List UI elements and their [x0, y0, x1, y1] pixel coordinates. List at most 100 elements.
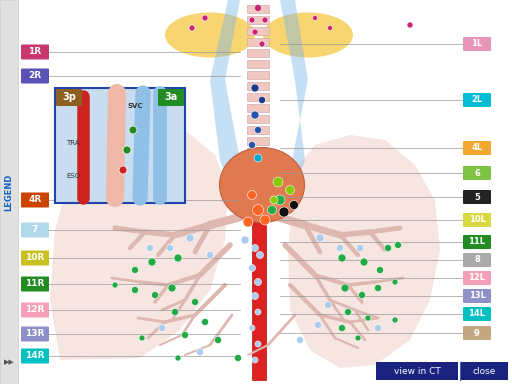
Bar — [247, 170, 269, 178]
Text: 14L: 14L — [468, 310, 485, 318]
Circle shape — [267, 205, 276, 215]
Circle shape — [395, 242, 401, 248]
Text: 6: 6 — [474, 169, 480, 177]
Circle shape — [341, 284, 349, 292]
Bar — [247, 115, 269, 123]
Text: 2L: 2L — [472, 96, 483, 104]
FancyBboxPatch shape — [463, 93, 491, 107]
Circle shape — [166, 245, 174, 252]
Text: 9: 9 — [474, 328, 480, 338]
Circle shape — [123, 146, 131, 154]
Text: ▶▶: ▶▶ — [4, 359, 14, 365]
Text: 7: 7 — [32, 225, 38, 235]
Circle shape — [132, 286, 139, 293]
Circle shape — [172, 308, 179, 316]
Circle shape — [181, 331, 188, 339]
Bar — [247, 93, 269, 101]
Circle shape — [234, 354, 242, 361]
Circle shape — [286, 185, 294, 195]
Circle shape — [247, 190, 257, 200]
Bar — [247, 5, 269, 13]
Circle shape — [289, 200, 298, 210]
Circle shape — [132, 266, 139, 273]
Circle shape — [336, 245, 344, 252]
Circle shape — [152, 291, 159, 298]
Circle shape — [241, 236, 249, 244]
Text: view in CT: view in CT — [394, 366, 440, 376]
Circle shape — [325, 301, 331, 308]
Text: 10R: 10R — [26, 253, 45, 263]
Polygon shape — [210, 0, 248, 200]
Circle shape — [255, 341, 261, 347]
Text: 14R: 14R — [25, 351, 45, 361]
Circle shape — [249, 325, 255, 331]
Circle shape — [251, 84, 259, 92]
FancyBboxPatch shape — [158, 89, 184, 106]
Circle shape — [243, 217, 253, 227]
Bar — [460, 362, 508, 380]
FancyBboxPatch shape — [21, 349, 49, 364]
Circle shape — [257, 252, 264, 258]
Circle shape — [273, 177, 283, 187]
FancyBboxPatch shape — [463, 235, 491, 249]
Circle shape — [385, 245, 392, 252]
Text: LEGEND: LEGEND — [5, 173, 13, 211]
FancyBboxPatch shape — [463, 213, 491, 227]
FancyBboxPatch shape — [463, 141, 491, 155]
Bar — [247, 192, 269, 200]
Circle shape — [392, 317, 398, 323]
Bar — [247, 82, 269, 90]
FancyBboxPatch shape — [463, 307, 491, 321]
Text: 11R: 11R — [25, 280, 45, 288]
Circle shape — [328, 25, 332, 30]
Text: ESO: ESO — [66, 173, 80, 179]
Circle shape — [338, 254, 346, 262]
Text: 1L: 1L — [472, 40, 483, 48]
Circle shape — [376, 266, 383, 273]
Bar — [247, 104, 269, 112]
Polygon shape — [50, 125, 228, 360]
Circle shape — [215, 336, 222, 344]
Circle shape — [189, 25, 195, 31]
FancyBboxPatch shape — [56, 89, 82, 106]
Circle shape — [407, 22, 413, 28]
Bar — [247, 137, 269, 145]
Bar — [0, 0, 18, 384]
Circle shape — [252, 357, 258, 363]
Circle shape — [146, 245, 154, 252]
Circle shape — [374, 285, 381, 291]
Circle shape — [356, 245, 364, 252]
Text: 12R: 12R — [25, 306, 45, 314]
Circle shape — [191, 298, 199, 306]
Circle shape — [252, 205, 264, 215]
Circle shape — [254, 126, 262, 134]
Text: 12L: 12L — [468, 273, 485, 283]
Text: 5: 5 — [474, 192, 480, 202]
FancyBboxPatch shape — [463, 271, 491, 285]
Polygon shape — [288, 135, 440, 368]
Circle shape — [259, 96, 266, 104]
Circle shape — [129, 126, 137, 134]
Circle shape — [254, 278, 262, 285]
Circle shape — [365, 315, 371, 321]
Text: 3a: 3a — [164, 93, 178, 103]
Circle shape — [159, 324, 165, 331]
Circle shape — [186, 234, 194, 242]
Circle shape — [260, 215, 270, 225]
Text: 13L: 13L — [468, 291, 485, 301]
Circle shape — [374, 324, 381, 331]
FancyBboxPatch shape — [21, 276, 49, 291]
Circle shape — [248, 265, 255, 271]
Circle shape — [148, 258, 156, 266]
Text: 1R: 1R — [29, 48, 41, 56]
Circle shape — [174, 254, 182, 262]
Circle shape — [259, 41, 265, 47]
Bar — [247, 38, 269, 46]
Circle shape — [249, 17, 255, 23]
Circle shape — [312, 15, 317, 20]
Polygon shape — [278, 0, 308, 200]
FancyBboxPatch shape — [463, 166, 491, 180]
Circle shape — [251, 111, 259, 119]
FancyBboxPatch shape — [21, 326, 49, 341]
Bar — [247, 27, 269, 35]
